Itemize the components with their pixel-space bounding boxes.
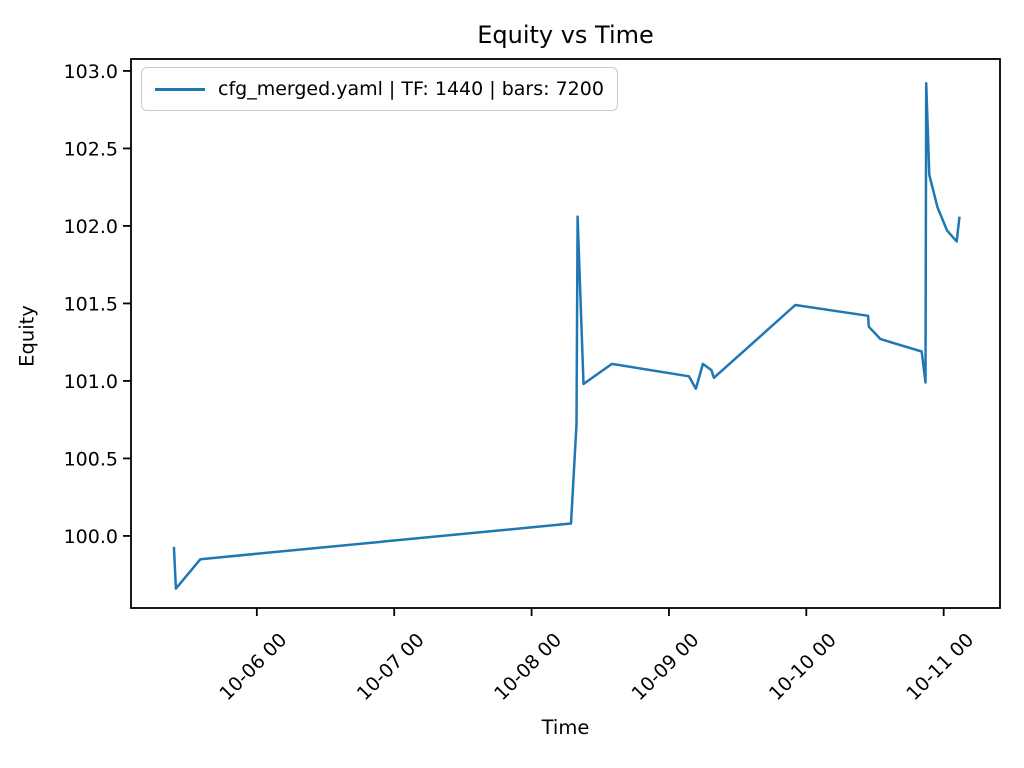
legend: cfg_merged.yaml | TF: 1440 | bars: 7200 <box>141 67 618 111</box>
legend-line-swatch-icon <box>155 87 205 91</box>
x-tick-label: 10-11 00 <box>902 629 978 705</box>
x-tick-label: 10-10 00 <box>765 629 841 705</box>
y-tick-label: 101.5 <box>64 293 118 315</box>
y-tick-label: 100.0 <box>64 526 118 548</box>
x-tick-label: 10-06 00 <box>215 629 291 705</box>
x-axis-label: Time <box>541 716 590 739</box>
legend-entry-label: cfg_merged.yaml | TF: 1440 | bars: 7200 <box>218 78 604 100</box>
x-tick-label: 10-09 00 <box>628 629 704 705</box>
x-tick-label: 10-07 00 <box>353 629 429 705</box>
x-tick-label: 10-08 00 <box>490 629 566 705</box>
y-axis-label: Equity <box>15 305 39 367</box>
y-tick-label: 103.0 <box>64 61 118 83</box>
axes-spines <box>130 58 1001 609</box>
y-tick-label: 101.0 <box>64 371 118 393</box>
y-tick-label: 102.5 <box>64 138 118 160</box>
y-tick-label: 102.0 <box>64 216 118 238</box>
chart-title: Equity vs Time <box>477 21 654 49</box>
y-tick-label: 100.5 <box>64 448 118 470</box>
equity-line-series <box>172 82 961 590</box>
